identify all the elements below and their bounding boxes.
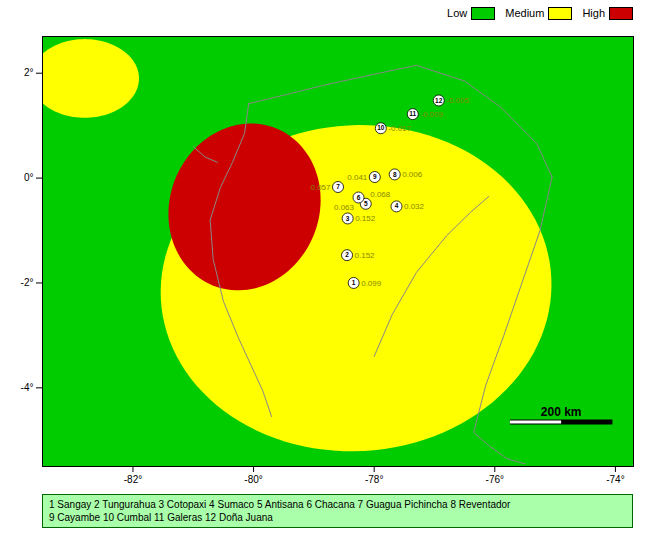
svg-text:0.099: 0.099 xyxy=(361,279,382,288)
svg-text:3: 3 xyxy=(346,215,350,222)
svg-text:0.057: 0.057 xyxy=(310,183,331,192)
svg-text:0.006: 0.006 xyxy=(402,170,423,179)
svg-text:4: 4 xyxy=(395,202,399,209)
svg-text:-76°: -76° xyxy=(486,474,504,485)
svg-text:12: 12 xyxy=(435,97,443,104)
html-text:High: High xyxy=(582,7,605,19)
html-text:1 Sangay 2 Tungurahua 3 Cotopa: 1 Sangay 2 Tungurahua 3 Cotopaxi 4 Sumac… xyxy=(49,499,511,523)
svg-text:-74°: -74° xyxy=(606,474,624,485)
svg-text:0.152: 0.152 xyxy=(355,214,376,223)
svg-text:8: 8 xyxy=(393,170,397,177)
svg-text:200 km: 200 km xyxy=(541,405,582,419)
svg-text:-0.009: -0.009 xyxy=(420,110,443,119)
svg-text:-82°: -82° xyxy=(124,474,142,485)
svg-text:1: 1 xyxy=(352,279,356,286)
svg-text:0.063: 0.063 xyxy=(334,203,355,212)
svg-text:-2°: -2° xyxy=(21,277,34,288)
svg-text:-80°: -80° xyxy=(244,474,262,485)
svg-text:-4°: -4° xyxy=(21,382,34,393)
svg-text:-78°: -78° xyxy=(365,474,383,485)
svg-text:11: 11 xyxy=(409,110,416,117)
svg-text:6: 6 xyxy=(357,194,361,201)
svg-text:0.041: 0.041 xyxy=(347,173,368,182)
svg-text:0°: 0° xyxy=(24,172,34,183)
svg-text:0.032: 0.032 xyxy=(404,202,425,211)
svg-text:-0.017: -0.017 xyxy=(388,124,411,133)
html-text:Medium: Medium xyxy=(505,7,545,19)
svg-text:2: 2 xyxy=(345,251,349,258)
html-text:Low: Low xyxy=(447,7,468,19)
svg-text:2°: 2° xyxy=(24,67,34,78)
svg-text:5: 5 xyxy=(364,200,368,207)
svg-text:7: 7 xyxy=(336,183,340,190)
svg-text:0.152: 0.152 xyxy=(355,251,376,260)
svg-text:-0.005: -0.005 xyxy=(446,96,469,105)
svg-text:0.068: 0.068 xyxy=(370,190,391,199)
svg-text:9: 9 xyxy=(373,173,377,180)
svg-text:10: 10 xyxy=(377,124,385,131)
